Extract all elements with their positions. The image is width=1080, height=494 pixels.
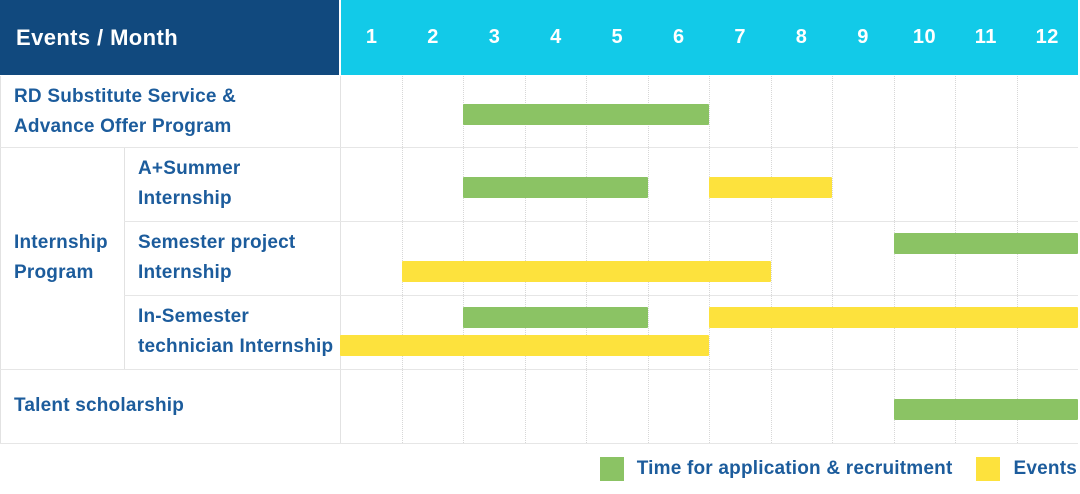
month-gridline — [955, 76, 956, 443]
legend-swatch-events — [976, 457, 1001, 481]
row-label-line: Internship — [138, 188, 232, 209]
gantt-bar-event — [401, 261, 771, 282]
month-header-row: 1 2 3 4 5 6 7 8 9 10 11 12 — [341, 0, 1078, 75]
month-header-12: 12 — [1035, 26, 1059, 48]
gantt-bar-application — [893, 399, 1078, 420]
legend-label-events: Events — [1013, 458, 1077, 479]
row-label-line: Talent scholarship — [14, 395, 185, 416]
month-header-9: 9 — [857, 26, 869, 48]
month-header-11: 11 — [974, 26, 997, 48]
row-divider — [124, 295, 1078, 296]
group-label-line: Program — [14, 262, 94, 283]
month-header-1: 1 — [365, 26, 378, 48]
label-month-divider — [340, 76, 341, 443]
row-divider — [124, 221, 1078, 222]
row-label-rd-substitute: RD Substitute Service & Advance Offer Pr… — [0, 76, 340, 147]
month-gridline — [586, 76, 587, 443]
legend: Time for application & recruitment Event… — [599, 456, 1077, 482]
row-label-line: technician Internship — [138, 336, 334, 357]
row-divider — [0, 147, 1078, 148]
table-left-border — [0, 76, 1, 443]
row-divider — [0, 369, 1078, 370]
legend-swatch-application — [599, 457, 624, 481]
row-label-line: In-Semester — [138, 306, 249, 327]
gantt-bar-application — [893, 233, 1078, 254]
month-gridline — [401, 76, 403, 443]
row-label-line: Internship — [138, 262, 232, 283]
month-gridline — [524, 76, 526, 443]
month-header-5: 5 — [611, 26, 624, 48]
gantt-bar-event — [340, 335, 709, 356]
header-title-cell: Events / Month — [0, 0, 339, 75]
month-header-2: 2 — [427, 26, 439, 48]
month-gridline — [709, 76, 710, 443]
row-label-line: Semester project — [138, 232, 296, 253]
row-label-a-plus-summer: A+Summer Internship — [124, 147, 340, 221]
month-header-4: 4 — [550, 26, 562, 48]
row-label-semester-project: Semester project Internship — [124, 221, 340, 295]
month-gridline — [1016, 76, 1018, 443]
month-gridline — [893, 76, 895, 443]
row-label-talent-scholarship: Talent scholarship — [0, 369, 340, 443]
group-sublabel-divider — [124, 147, 125, 369]
month-gridline — [463, 76, 464, 443]
month-gridline — [647, 76, 649, 443]
table-bottom-border — [0, 443, 1078, 444]
header-title: Events / Month — [16, 24, 179, 50]
legend-label-application: Time for application & recruitment — [636, 458, 953, 479]
gantt-bar-application — [463, 177, 648, 198]
gantt-bar-application — [463, 104, 709, 125]
month-header-7: 7 — [734, 26, 747, 48]
gantt-bar-event — [709, 307, 1078, 328]
month-header-8: 8 — [795, 26, 808, 48]
group-label-internship-program: Internship Program — [0, 147, 124, 369]
month-header-10: 10 — [912, 26, 937, 48]
row-label-line: RD Substitute Service & — [14, 85, 237, 107]
month-header-6: 6 — [672, 26, 685, 48]
month-gridline — [770, 76, 772, 443]
row-label-line: A+Summer — [138, 158, 241, 179]
month-header-3: 3 — [488, 26, 501, 48]
group-label-line: Internship — [14, 232, 108, 253]
gantt-bar-application — [463, 307, 648, 328]
gantt-bar-event — [709, 177, 832, 198]
month-gridline — [832, 76, 833, 443]
row-label-line: Advance Offer Program — [14, 115, 232, 137]
row-label-in-semester-technician: In-Semester technician Internship — [124, 295, 340, 369]
